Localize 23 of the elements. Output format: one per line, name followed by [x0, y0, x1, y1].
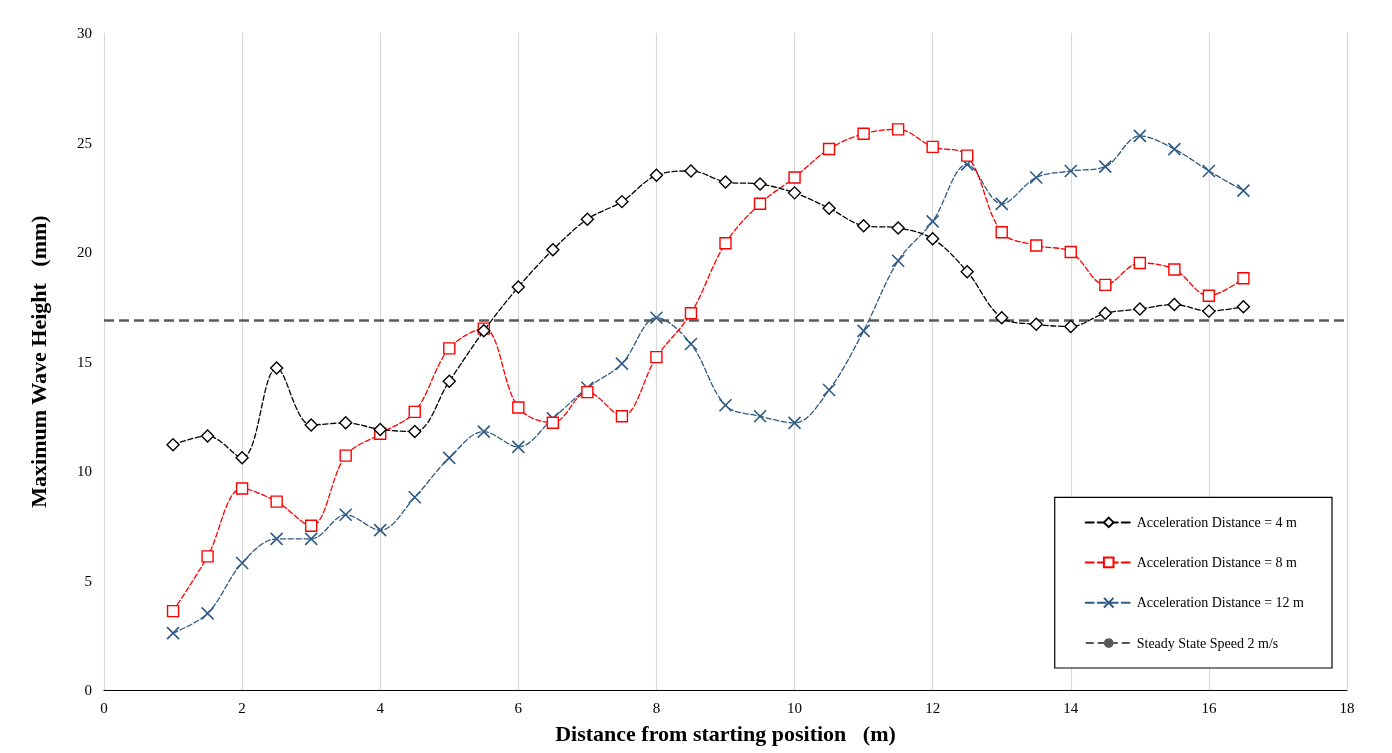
legend-label: Acceleration Distance = 12 m	[1136, 595, 1305, 611]
legend-label: Acceleration Distance = 8 m	[1136, 554, 1298, 570]
y-tick-label: 25	[77, 134, 92, 151]
legend-label: Acceleration Distance = 4 m	[1136, 514, 1298, 530]
x-axis-title: Distance from starting position (m)	[555, 720, 896, 746]
y-tick-label: 15	[77, 353, 92, 370]
y-tick-label: 30	[77, 25, 92, 41]
y-tick-label: 0	[84, 682, 92, 698]
x-tick-label: 8	[652, 699, 661, 716]
x-tick-label: 18	[1339, 699, 1355, 716]
y-tick-label: 20	[77, 244, 92, 260]
x-tick-label: 6	[514, 699, 523, 716]
y-tick-label: 10	[77, 463, 92, 479]
x-tick-label: 4	[376, 699, 385, 716]
legend-label: Steady State Speed 2 m/s	[1136, 635, 1279, 651]
x-tick-label: 0	[100, 699, 108, 716]
x-tick-label: 14	[1063, 699, 1079, 716]
y-axis-title: Maximum Wave Height (mm)	[25, 215, 51, 508]
x-tick-label: 10	[787, 699, 803, 716]
y-tick-label: 5	[84, 572, 92, 589]
x-tick-label: 12	[925, 699, 941, 716]
x-tick-label: 2	[238, 699, 246, 716]
x-tick-label: 16	[1201, 699, 1217, 716]
